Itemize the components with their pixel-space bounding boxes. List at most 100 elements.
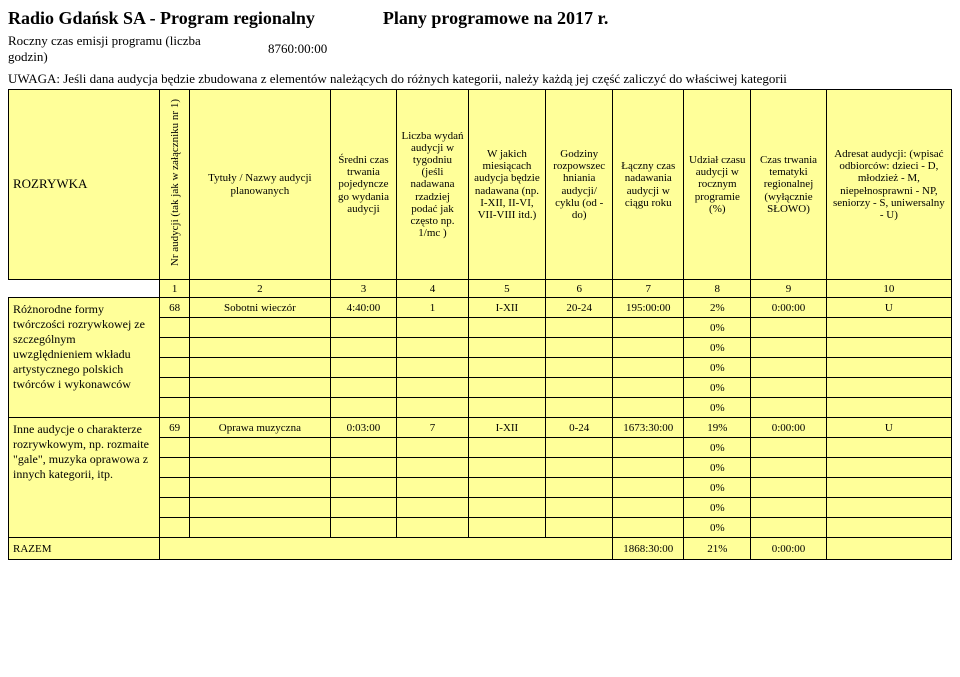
cell xyxy=(330,398,397,418)
cell xyxy=(613,358,684,378)
cell: 69 xyxy=(160,418,190,438)
cell xyxy=(468,378,546,398)
cell xyxy=(468,338,546,358)
cell xyxy=(397,378,468,398)
cell xyxy=(613,498,684,518)
cell: 1 xyxy=(397,298,468,318)
cell: 0% xyxy=(684,518,751,538)
cell xyxy=(751,518,827,538)
cell xyxy=(468,518,546,538)
emisji-label: Roczny czas emisji programu (liczba godz… xyxy=(8,33,228,65)
cell xyxy=(160,518,190,538)
cell xyxy=(546,498,613,518)
cell xyxy=(397,518,468,538)
title-left: Radio Gdańsk SA - Program regionalny xyxy=(8,8,315,29)
cell: 0% xyxy=(684,398,751,418)
cell xyxy=(330,338,397,358)
cell xyxy=(546,458,613,478)
cell: 0% xyxy=(684,378,751,398)
cell xyxy=(160,378,190,398)
cell xyxy=(397,478,468,498)
cell xyxy=(751,378,827,398)
num-10: 10 xyxy=(826,280,951,298)
razem-label: RAZEM xyxy=(9,538,160,560)
num-4: 4 xyxy=(397,280,468,298)
cell: 0% xyxy=(684,358,751,378)
cell: 68 xyxy=(160,298,190,318)
cell xyxy=(546,358,613,378)
table-row: Inne audycje o charakterze rozrywkowym, … xyxy=(9,418,952,438)
cell: 0% xyxy=(684,478,751,498)
cell: 0% xyxy=(684,498,751,518)
cell: 20-24 xyxy=(546,298,613,318)
cell xyxy=(330,358,397,378)
cell xyxy=(826,358,951,378)
table-row: Różnorodne formy twórczości rozrywkowej … xyxy=(9,298,952,318)
cell xyxy=(751,498,827,518)
cell xyxy=(468,358,546,378)
uwaga-text: UWAGA: Jeśli dana audycja będzie zbudowa… xyxy=(8,71,952,87)
cell: 2% xyxy=(684,298,751,318)
cell: 7 xyxy=(397,418,468,438)
cell xyxy=(826,498,951,518)
cell xyxy=(160,398,190,418)
header-row: ROZRYWKA Nr audycji (tak jak w załącznik… xyxy=(9,90,952,280)
cell: 19% xyxy=(684,418,751,438)
cell xyxy=(190,338,330,358)
emisji-row: Roczny czas emisji programu (liczba godz… xyxy=(8,33,952,65)
cell xyxy=(751,358,827,378)
cell: Oprawa muzyczna xyxy=(190,418,330,438)
cell xyxy=(190,318,330,338)
cell xyxy=(160,338,190,358)
cell xyxy=(826,398,951,418)
cell xyxy=(468,438,546,458)
col-laczny: Łączny czas nadawania audycji w ciągu ro… xyxy=(613,90,684,280)
cell xyxy=(613,378,684,398)
cell xyxy=(468,398,546,418)
num-8: 8 xyxy=(684,280,751,298)
cell xyxy=(826,458,951,478)
cell: 1673:30:00 xyxy=(613,418,684,438)
cell xyxy=(613,458,684,478)
col-sredni: Średni czas trwania pojedyncze go wydani… xyxy=(330,90,397,280)
cell xyxy=(160,458,190,478)
cell xyxy=(160,318,190,338)
cell: 195:00:00 xyxy=(613,298,684,318)
cell xyxy=(330,318,397,338)
cell xyxy=(330,478,397,498)
cell xyxy=(613,518,684,538)
cell xyxy=(330,518,397,538)
cell: 0% xyxy=(684,438,751,458)
cell xyxy=(751,398,827,418)
cell xyxy=(826,338,951,358)
cell: I-XII xyxy=(468,418,546,438)
section2-label: Inne audycje o charakterze rozrywkowym, … xyxy=(9,418,160,538)
cell: I-XII xyxy=(468,298,546,318)
cell xyxy=(613,438,684,458)
razem-row: RAZEM 1868:30:00 21% 0:00:00 xyxy=(9,538,952,560)
col-godziny: Godziny rozpowszec hniania audycji/ cykl… xyxy=(546,90,613,280)
cell: 0:00:00 xyxy=(751,418,827,438)
cell xyxy=(751,338,827,358)
cell xyxy=(826,318,951,338)
cell xyxy=(397,498,468,518)
cell xyxy=(468,478,546,498)
cell: 4:40:00 xyxy=(330,298,397,318)
cell xyxy=(751,478,827,498)
cell xyxy=(397,398,468,418)
cell xyxy=(190,358,330,378)
cell xyxy=(546,398,613,418)
cell xyxy=(826,478,951,498)
cell xyxy=(397,358,468,378)
cell xyxy=(160,478,190,498)
col-miesiace: W jakich miesiącach audycja będzie nadaw… xyxy=(468,90,546,280)
cell xyxy=(190,478,330,498)
cell xyxy=(190,498,330,518)
cell: 0-24 xyxy=(546,418,613,438)
cell xyxy=(546,378,613,398)
header-row: Radio Gdańsk SA - Program regionalny Pla… xyxy=(8,8,952,29)
col-liczba: Liczba wydań audycji w tygodniu (jeśli n… xyxy=(397,90,468,280)
col-tytuly: Tytuły / Nazwy audycji planowanych xyxy=(190,90,330,280)
cell xyxy=(330,458,397,478)
cell xyxy=(546,318,613,338)
